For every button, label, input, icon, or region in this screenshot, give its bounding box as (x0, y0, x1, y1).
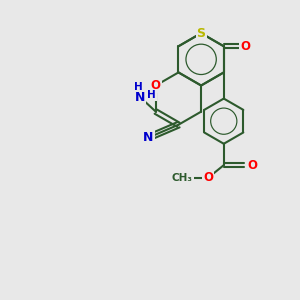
Text: O: O (240, 40, 250, 53)
Text: N: N (143, 131, 154, 144)
Text: O: O (247, 159, 257, 172)
Text: O: O (203, 171, 213, 184)
Text: S: S (196, 27, 206, 40)
Text: N: N (135, 91, 145, 103)
Text: CH₃: CH₃ (172, 172, 193, 183)
Text: O: O (151, 79, 161, 92)
Text: H: H (134, 82, 143, 92)
Text: H: H (147, 90, 156, 100)
